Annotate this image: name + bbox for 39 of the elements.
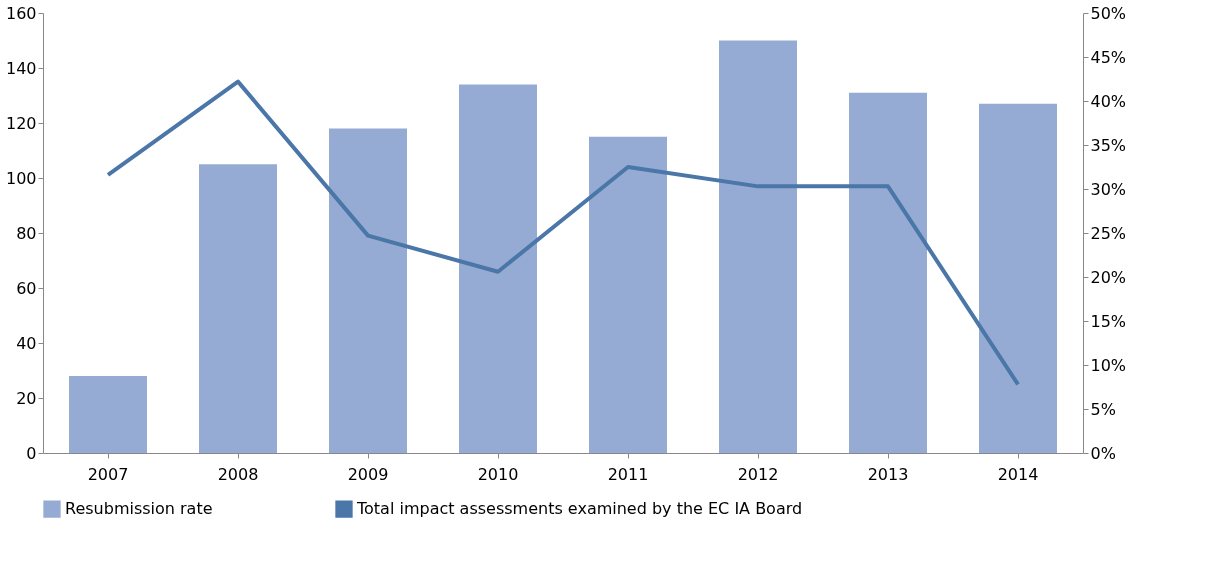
legend-label: Resubmission rate (65, 499, 213, 519)
y2-tick-label: 40% (1090, 91, 1127, 111)
x-tick-label: 2012 (737, 464, 779, 484)
line-series (106, 79, 1020, 387)
y2-tick-label: 35% (1090, 135, 1127, 155)
x-tick-label: 2009 (347, 464, 389, 484)
y-tick-label: 160 (5, 3, 37, 23)
y2-tick-label: 15% (1090, 311, 1127, 331)
bar (459, 84, 537, 453)
bar (69, 376, 147, 453)
y-tick-label: 140 (5, 58, 37, 78)
x-tick-label: 2008 (217, 464, 259, 484)
y2-tick-label: 10% (1090, 355, 1127, 375)
y2-tick-label: 0% (1090, 443, 1116, 463)
y-tick-label: 40 (16, 333, 37, 353)
y2-tick-label: 45% (1090, 47, 1127, 67)
y2-tick-label: 50% (1090, 3, 1127, 23)
y-tick-label: 100 (5, 168, 37, 188)
y2-tick-label: 30% (1090, 179, 1127, 199)
x-tick-label: 2014 (997, 464, 1039, 484)
x-tick-label: 2011 (607, 464, 649, 484)
x-tick-label: 2007 (87, 464, 129, 484)
legend-label: Total impact assessments examined by the EC IA Board (356, 499, 803, 519)
x-tick-label: 2013 (867, 464, 909, 484)
y-tick-label: 20 (16, 388, 37, 408)
y2-tick-label: 20% (1090, 267, 1127, 287)
x-tick-label: 2010 (477, 464, 519, 484)
y-tick-label: 120 (5, 113, 37, 133)
bar (329, 128, 407, 453)
y-tick-label: 60 (16, 278, 37, 298)
y2-tick-label: 25% (1090, 223, 1127, 243)
y-tick-label: 80 (16, 223, 37, 243)
y2-tick-label: 5% (1090, 399, 1116, 419)
bar (849, 92, 927, 453)
bar (589, 136, 667, 453)
bar (979, 103, 1057, 453)
bar (719, 40, 797, 453)
y-tick-label: 0 (26, 443, 37, 463)
bar (199, 164, 277, 453)
